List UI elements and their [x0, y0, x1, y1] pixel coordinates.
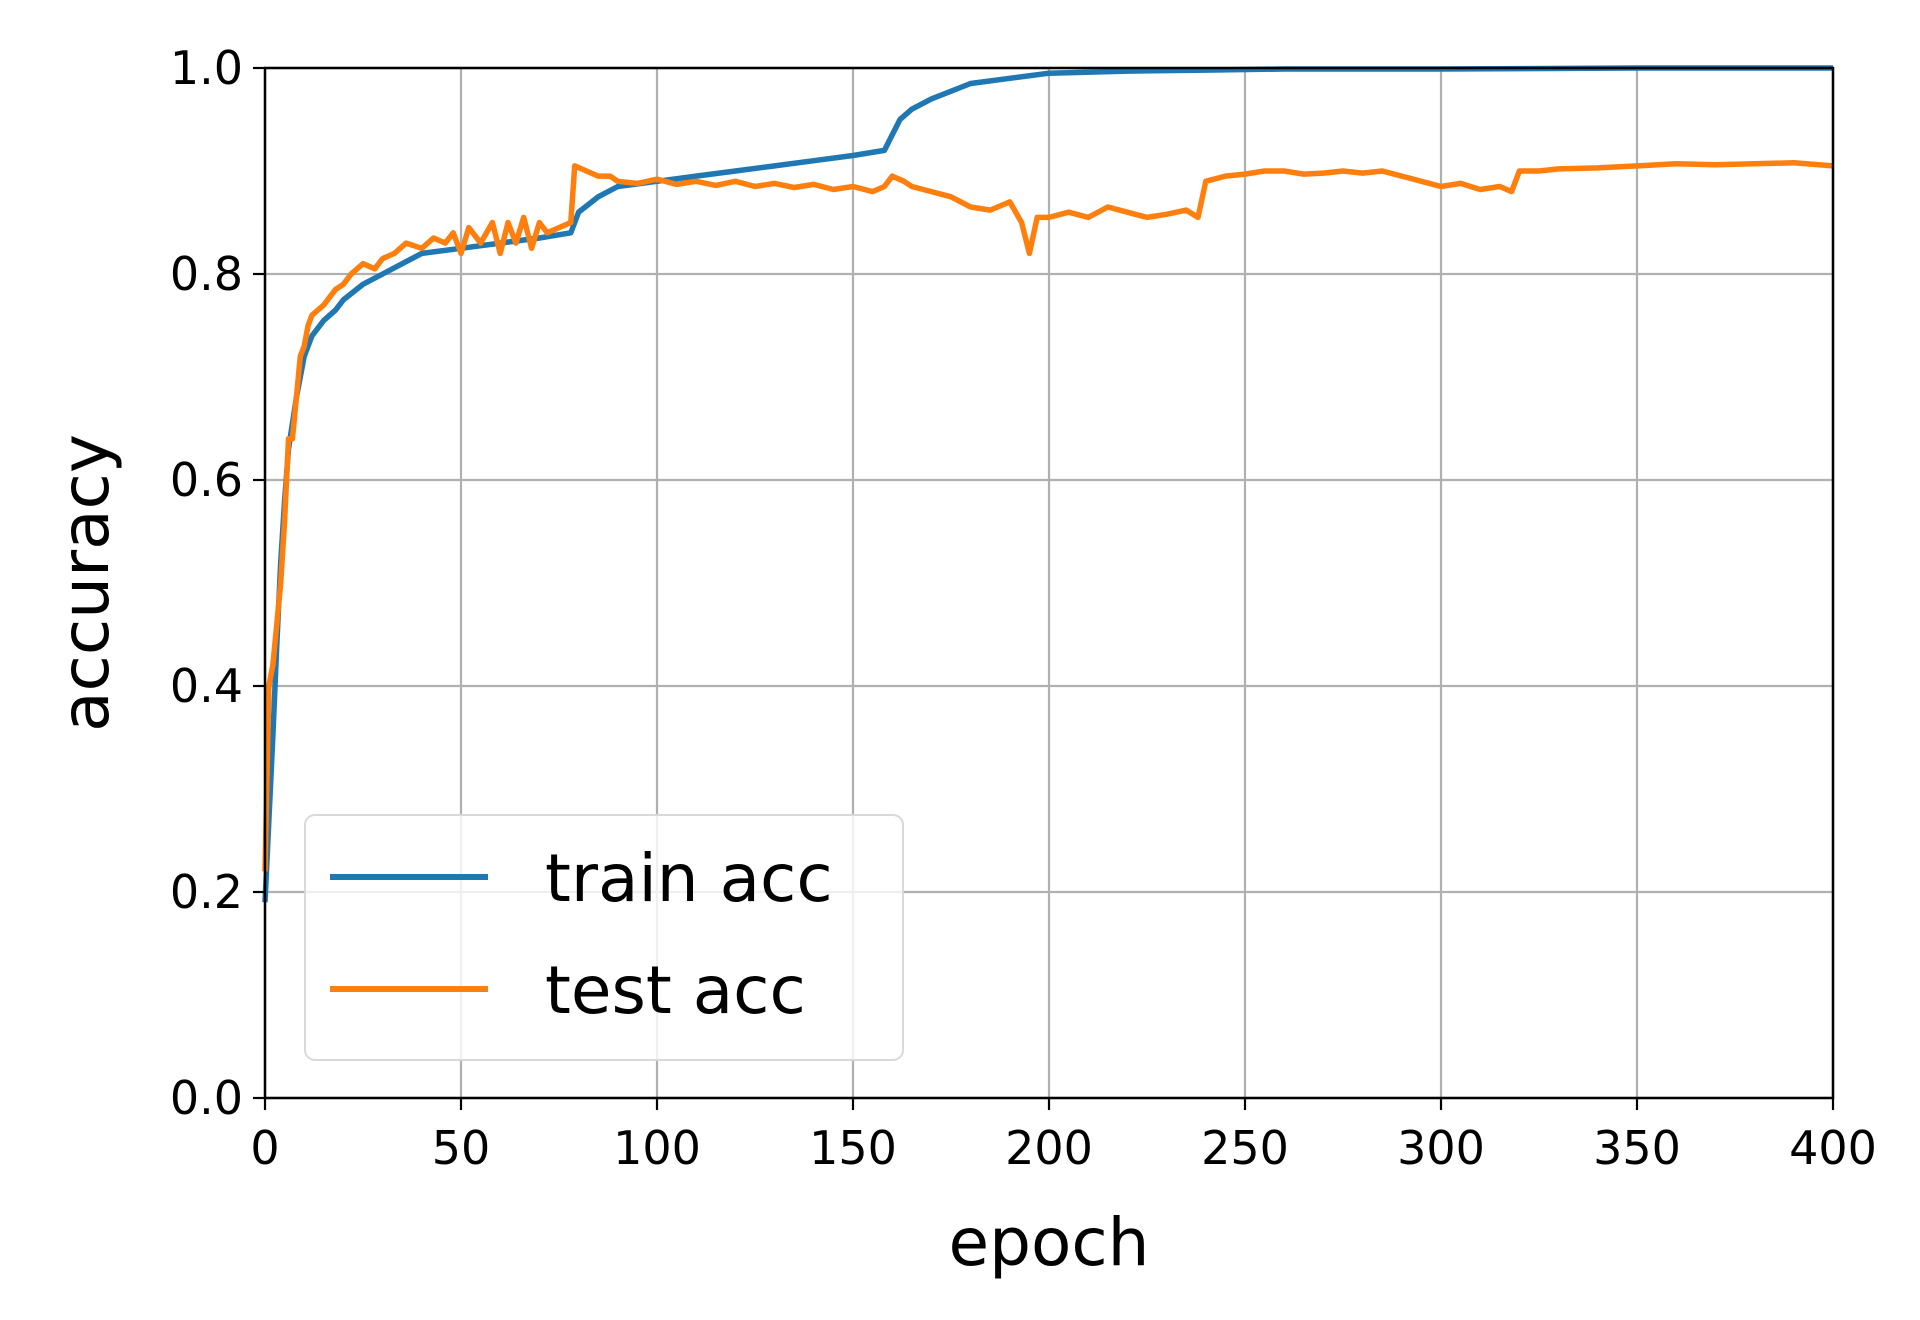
- legend-entry-label: test acc: [545, 952, 806, 1029]
- axis-ticks: [253, 66, 1835, 1110]
- x-tick-label: 100: [613, 1121, 701, 1175]
- series-line-test-acc: [262, 160, 1834, 872]
- y-tick-label: 0.6: [170, 453, 243, 507]
- y-axis-label: accuracy: [47, 434, 124, 732]
- x-tick-label: 250: [1201, 1121, 1289, 1175]
- x-tick-label: 200: [1005, 1121, 1093, 1175]
- x-axis-label: epoch: [949, 1204, 1150, 1281]
- y-tick-label: 1.0: [170, 41, 243, 95]
- y-tick-label: 0.4: [170, 659, 243, 713]
- y-tick-label: 0.2: [170, 865, 243, 919]
- series-lines: [262, 65, 1834, 903]
- x-tick-label: 300: [1397, 1121, 1485, 1175]
- y-tick-label: 0.0: [170, 1071, 243, 1125]
- x-tick-label: 50: [432, 1121, 491, 1175]
- x-tick-label: 350: [1593, 1121, 1681, 1175]
- legend-entry-label: train acc: [545, 840, 833, 917]
- legend: train acc test acc: [304, 814, 904, 1061]
- x-tick-label: 150: [809, 1121, 897, 1175]
- x-tick-label: 400: [1789, 1121, 1877, 1175]
- x-tick-label: 0: [250, 1121, 279, 1175]
- axis-tick-labels: 0 50 100 150 200 250 300 350 400 0.0 0.2 0.4 0.6 0.8 1…: [170, 41, 1877, 1175]
- y-tick-label: 0.8: [170, 247, 243, 301]
